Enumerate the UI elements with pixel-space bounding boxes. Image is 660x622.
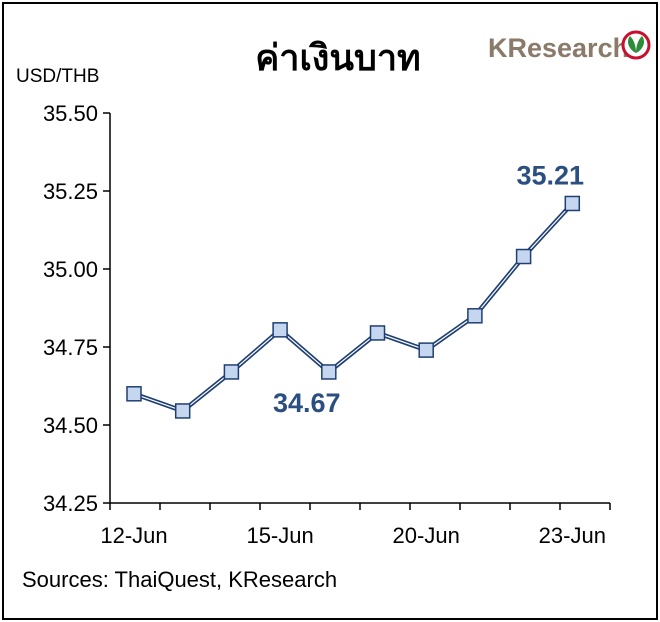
- chart-title: ค่าเงินบาท: [255, 38, 421, 79]
- data-label: 34.67: [273, 388, 341, 418]
- y-tick-label: 35.25: [43, 179, 98, 204]
- y-tick-label: 35.00: [43, 257, 98, 282]
- series-line: [133, 201, 574, 414]
- data-point-marker: [467, 308, 483, 324]
- data-point-marker: [418, 342, 434, 358]
- data-point-marker: [369, 325, 386, 341]
- y-axis-ticks: 34.25 34.50 34.75 35.00 35.25 35.50: [43, 101, 110, 516]
- data-labels: 34.67 35.21: [273, 160, 584, 417]
- y-tick-label: 34.50: [43, 413, 98, 438]
- series-line-highlight: [133, 203, 573, 412]
- plot-area: 34.25 34.50 34.75 35.00 35.25 35.50 12-Jun 15-…: [43, 101, 611, 548]
- data-point-marker: [126, 386, 142, 402]
- y-tick-label: 34.25: [43, 491, 98, 516]
- source-note: Sources: ThaiQuest, KResearch: [22, 567, 337, 592]
- x-axis-ticks: 12-Jun 15-Jun 20-Jun 23-Jun: [100, 503, 611, 548]
- x-tick-label: 15-Jun: [246, 523, 313, 548]
- x-tick-label: 23-Jun: [539, 523, 606, 548]
- data-point-marker: [515, 248, 532, 265]
- data-point-marker: [223, 364, 240, 380]
- data-point-marker: [564, 195, 581, 212]
- data-point-marker: [174, 403, 191, 419]
- data-label: 35.21: [517, 160, 585, 190]
- data-point-marker: [321, 364, 337, 380]
- y-axis-unit-label: USD/THB: [16, 66, 99, 87]
- series-usd-thb: [126, 195, 581, 419]
- kresearch-logo: KResearch: [488, 30, 651, 63]
- y-tick-label: 35.50: [43, 101, 98, 126]
- data-point-marker: [272, 322, 288, 338]
- brand-text: KResearch: [488, 33, 629, 63]
- kasikorn-leaf-icon: [621, 30, 651, 60]
- y-tick-label: 34.75: [43, 335, 98, 360]
- x-tick-label: 12-Jun: [100, 523, 167, 548]
- x-tick-label: 20-Jun: [393, 523, 460, 548]
